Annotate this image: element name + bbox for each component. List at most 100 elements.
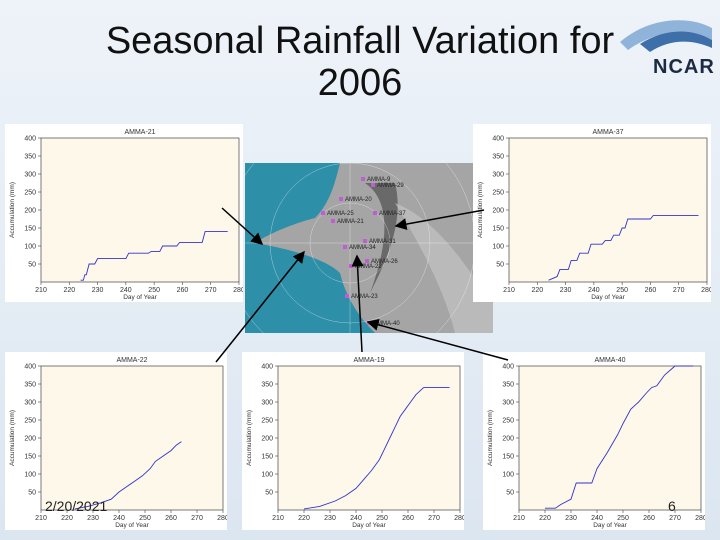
station-marker-amma-26 [365,259,369,263]
station-marker-amma-21 [331,219,335,223]
y-axis-label: Accumulation (mm) [246,410,253,466]
slide-title: Seasonal Rainfall Variation for 2006 [60,20,660,104]
chart-panel-amma-21: AMMA-21 50 100 150 200 250 300 350 400 210 220 230 2… [5,124,243,302]
x-axis-label: Day of Year [115,522,149,529]
station-marker-amma-31 [363,239,367,243]
series-line [303,387,450,510]
title-line-2: 2006 [317,62,403,104]
station-marker-amma-20 [339,197,343,201]
y-axis-label: Accumulation (mm) [9,182,16,238]
series-line [80,231,228,281]
slide-page-number: 6 [668,498,676,514]
x-tick-label: 250 [616,287,628,294]
x-tick-label: 260 [177,287,189,294]
chart-svg-amma-21: AMMA-21 50 100 150 200 250 300 350 400 210 220 230 2… [9,129,243,301]
station-marker-amma-34 [343,245,347,249]
plot-area [518,365,702,511]
station-label-amma-22: AMMA-22 [355,264,382,270]
station-label-amma-37: AMMA-37 [379,211,406,217]
x-axis-label: Day of Year [593,522,627,529]
station-map: AMMA-9 AMMA-29 AMMA-20 AMMA-25 AMMA-21 AMMA-3… [245,163,493,333]
x-tick-label: 260 [402,515,414,522]
y-tick-label: 250 [24,418,36,425]
x-tick-label: 220 [531,287,543,294]
station-label-amma-40: AMMA-40 [373,321,400,327]
map-land [255,163,493,333]
x-tick-label: 270 [205,287,217,294]
x-tick-label: 280 [701,287,711,294]
station-label-amma-25: AMMA-25 [327,211,354,217]
station-label-amma-26: AMMA-26 [371,259,398,265]
plot-area [277,365,461,511]
ncar-logo [610,14,715,94]
chart-title: AMMA-22 [116,357,147,364]
y-tick-label: 250 [261,418,273,425]
chart-panel-amma-22: AMMA-22 50 100 150 200 250 300 350 400 210 220 230 2… [5,352,227,530]
y-tick-label: 350 [24,154,36,161]
x-tick-label: 220 [63,287,75,294]
x-tick-label: 270 [191,515,203,522]
station-marker-amma-37 [373,211,377,215]
x-tick-label: 210 [272,515,284,522]
x-tick-label: 220 [539,515,551,522]
title-line-1: Seasonal Rainfall Variation for [105,20,615,62]
station-label-amma-9: AMMA-9 [367,177,391,183]
x-axis-label: Day of Year [591,294,625,301]
chart-svg-amma-37: AMMA-37 50 100 150 200 250 300 350 400 210 220 230 2… [477,129,711,301]
y-tick-label: 100 [261,472,273,479]
y-tick-label: 200 [24,436,36,443]
x-axis-label: Day of Year [123,294,157,301]
chart-title: AMMA-21 [124,129,155,136]
y-tick-label: 50 [28,490,36,497]
y-tick-label: 150 [502,454,514,461]
x-tick-label: 240 [591,515,603,522]
x-tick-label: 230 [87,515,99,522]
chart-svg-amma-40: AMMA-40 50 100 150 200 250 300 350 400 210 220 230 2… [487,357,705,529]
series-line [545,365,694,509]
chart-panel-amma-19: AMMA-19 50 100 150 200 250 300 350 400 210 220 230 2… [242,352,464,530]
station-marker-amma-23 [345,294,349,298]
x-tick-label: 280 [233,287,243,294]
x-tick-label: 260 [645,287,657,294]
x-tick-label: 230 [324,515,336,522]
station-marker-amma-22 [349,264,353,268]
y-tick-label: 150 [24,454,36,461]
y-tick-label: 100 [492,244,504,251]
x-tick-label: 220 [298,515,310,522]
x-tick-label: 280 [695,515,705,522]
y-tick-label: 150 [261,454,273,461]
x-tick-label: 260 [643,515,655,522]
y-tick-label: 400 [261,364,273,371]
y-tick-label: 350 [502,382,514,389]
station-marker-amma-29 [371,183,375,187]
y-axis-label: Accumulation (mm) [9,410,16,466]
y-tick-label: 100 [24,472,36,479]
y-tick-label: 350 [261,382,273,389]
x-tick-label: 250 [139,515,151,522]
y-tick-label: 300 [24,172,36,179]
y-tick-label: 200 [24,208,36,215]
y-tick-label: 150 [492,226,504,233]
y-axis-label: Accumulation (mm) [477,182,484,238]
y-tick-label: 400 [24,364,36,371]
x-tick-label: 240 [113,515,125,522]
logo-text: NCAR [653,56,715,78]
x-tick-label: 210 [513,515,525,522]
y-tick-label: 100 [24,244,36,251]
x-tick-label: 240 [120,287,132,294]
y-tick-label: 50 [28,262,36,269]
series-line [548,214,699,281]
y-tick-label: 150 [24,226,36,233]
y-axis-label: Accumulation (mm) [487,410,494,466]
y-tick-label: 400 [24,136,36,143]
plot-area [40,365,224,511]
y-tick-label: 50 [496,262,504,269]
x-tick-label: 270 [673,287,685,294]
x-tick-label: 270 [669,515,681,522]
y-tick-label: 300 [261,400,273,407]
y-tick-label: 200 [261,436,273,443]
y-tick-label: 350 [492,154,504,161]
x-tick-label: 250 [376,515,388,522]
chart-title: AMMA-37 [592,129,623,136]
